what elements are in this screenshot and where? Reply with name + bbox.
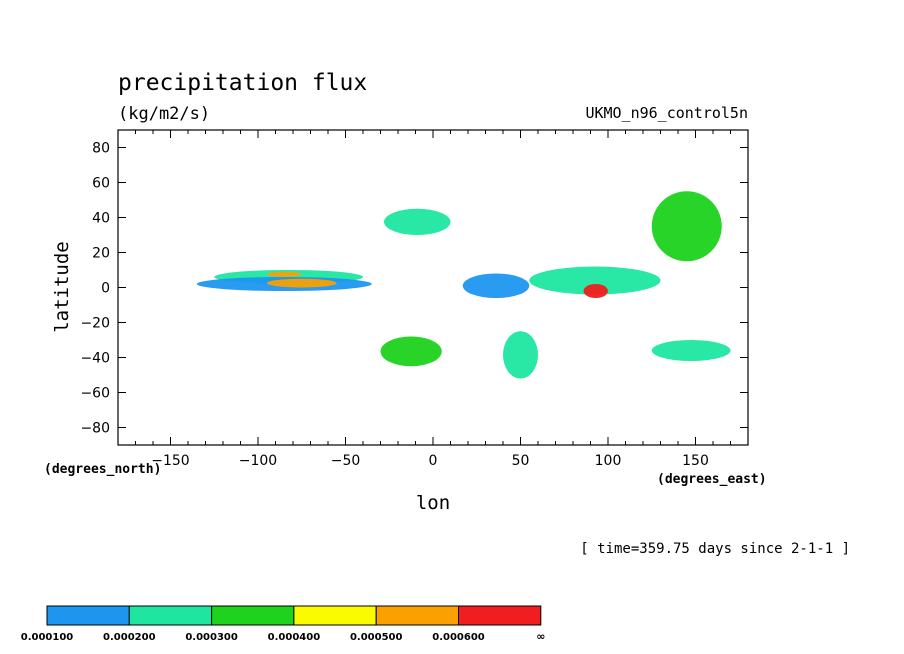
precip-region-7 — [462, 273, 530, 298]
legend-label: 0.000200 — [103, 632, 156, 643]
x-tick-label: −100 — [239, 453, 277, 469]
y-tick-label: 80 — [92, 141, 110, 157]
y-tick-label: 20 — [92, 246, 110, 262]
y-tick-label: 0 — [101, 281, 110, 297]
precip-region-6 — [583, 284, 608, 298]
y-tick-label: −40 — [80, 351, 110, 367]
x-tick-label: 100 — [595, 453, 622, 469]
legend-label: 0.000600 — [432, 632, 485, 643]
y-tick-label: −20 — [80, 316, 110, 332]
plot-area: −150 −100 −50 0 50 100 150 −80 −60 −40 −20 0 20 40 60… — [80, 129, 749, 469]
y-axis: −80 −60 −40 −20 0 20 40 60 80 — [80, 141, 748, 437]
dataset-label: UKMO_n96_control5n — [585, 104, 748, 122]
precip-region-12 — [651, 340, 731, 361]
x-axis: −150 −100 −50 0 50 100 150 — [135, 130, 731, 469]
y-units-label: (degrees_north) — [44, 462, 161, 477]
legend-label: 0.000500 — [350, 632, 403, 643]
y-tick-label: −80 — [80, 421, 110, 437]
precip-region-9 — [384, 208, 451, 235]
y-tick-label: 40 — [92, 211, 110, 227]
legend-label: 0.000300 — [185, 632, 238, 643]
precip-region-10 — [380, 336, 442, 367]
precip-region-4 — [266, 271, 302, 277]
x-tick-label: −50 — [331, 453, 361, 469]
legend-swatch-2 — [128, 605, 213, 626]
chart-title: precipitation flux — [118, 70, 367, 96]
precip-region-8 — [651, 191, 722, 262]
y-axis-label: latitude — [51, 241, 73, 333]
precip-region-5 — [529, 266, 661, 295]
y-tick-label: −60 — [80, 386, 110, 402]
x-tick-label: −150 — [151, 453, 189, 469]
legend-label: ∞ — [536, 630, 545, 643]
color-legend: 0.000100 0.000200 0.000300 0.000400 0.000500… — [21, 605, 545, 643]
legend-swatch-3 — [211, 605, 295, 626]
units-label: (kg/m2/s) — [118, 104, 210, 124]
legend-label: 0.000100 — [21, 632, 74, 643]
x-tick-label: 50 — [512, 453, 530, 469]
x-tick-label: 0 — [429, 453, 438, 469]
legend-swatch-1 — [46, 605, 130, 626]
legend-swatch-6 — [458, 605, 542, 626]
time-label: [ time=359.75 days since 2-1-1 ] — [580, 541, 850, 557]
x-axis-label: lon — [416, 492, 450, 514]
y-tick-label: 60 — [92, 176, 110, 192]
precip-region-11 — [503, 331, 538, 379]
precip-region-3 — [266, 278, 337, 288]
x-tick-label: 150 — [682, 453, 709, 469]
legend-label: 0.000400 — [268, 632, 321, 643]
precipitation-field — [196, 191, 731, 379]
legend-swatch-5 — [375, 605, 460, 626]
x-units-label: (degrees_east) — [657, 472, 767, 487]
legend-swatch-4 — [293, 605, 377, 626]
